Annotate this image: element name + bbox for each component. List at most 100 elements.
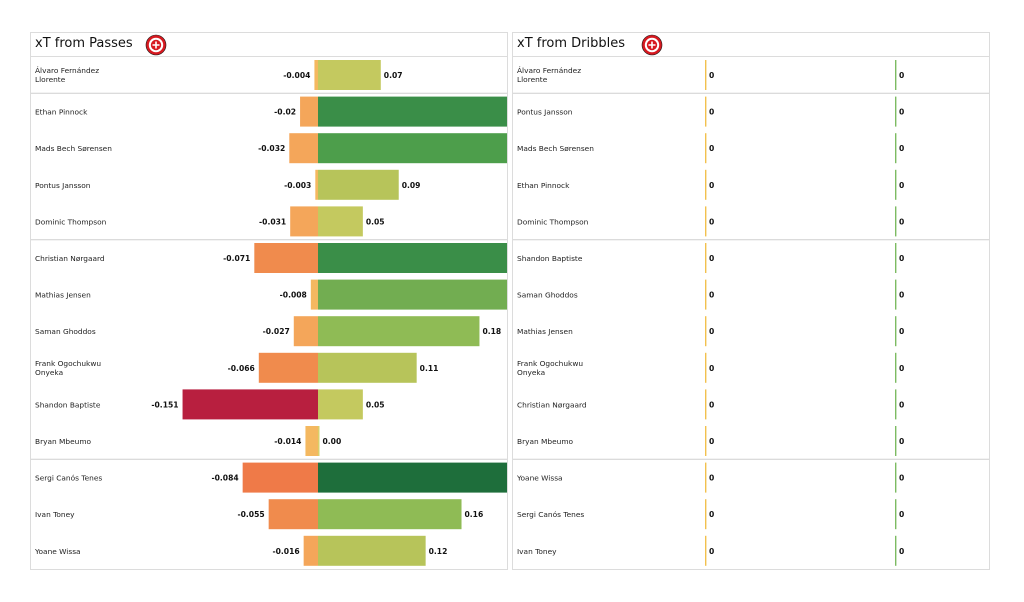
negative-xt-value: -0.016 bbox=[272, 547, 299, 556]
negative-xt-bar bbox=[705, 352, 707, 383]
negative-xt-value: 0 bbox=[709, 254, 714, 263]
player-name-label: Mads Bech Sørensen bbox=[517, 144, 594, 153]
positive-xt-bar bbox=[318, 60, 381, 90]
negative-xt-bar bbox=[305, 426, 318, 456]
negative-xt-value: -0.066 bbox=[228, 364, 255, 373]
negative-xt-bar bbox=[303, 535, 318, 566]
negative-xt-value: -0.055 bbox=[237, 510, 264, 519]
negative-xt-bar bbox=[182, 389, 318, 420]
positive-xt-value: 0 bbox=[899, 71, 904, 80]
negative-xt-bar bbox=[268, 499, 318, 530]
player-name-label: Sergi Canós Tenes bbox=[517, 510, 584, 519]
negative-xt-value: 0 bbox=[709, 400, 714, 409]
positive-xt-bar bbox=[318, 389, 363, 420]
xt-dribbles-panel: xT from Dribbles Álvaro Fernández Llorent… bbox=[512, 32, 990, 570]
brentford-crest-icon bbox=[145, 34, 167, 56]
brentford-crest-icon bbox=[641, 34, 663, 56]
positive-xt-bar bbox=[895, 279, 897, 310]
negative-xt-bar bbox=[705, 426, 707, 456]
positive-xt-value: 0 bbox=[899, 400, 904, 409]
positive-xt-bar bbox=[895, 462, 897, 493]
player-name-label: Shandon Baptiste bbox=[517, 254, 583, 263]
negative-xt-value: 0 bbox=[709, 437, 714, 446]
negative-xt-value: -0.071 bbox=[223, 254, 250, 263]
positive-xt-bar bbox=[318, 243, 507, 273]
player-name-label: Mads Bech Sørensen bbox=[35, 144, 112, 153]
positive-xt-bar bbox=[895, 96, 897, 127]
negative-xt-bar bbox=[314, 60, 318, 90]
negative-xt-bar bbox=[293, 316, 318, 347]
xt-dribbles-header: xT from Dribbles bbox=[513, 33, 989, 57]
positive-xt-bar bbox=[895, 499, 897, 530]
positive-xt-bar bbox=[318, 96, 507, 127]
positive-xt-bar bbox=[895, 535, 897, 566]
player-name-label: Álvaro Fernández Llorente bbox=[517, 66, 581, 84]
positive-xt-bar bbox=[895, 352, 897, 383]
negative-xt-value: -0.151 bbox=[151, 400, 178, 409]
negative-xt-value: -0.014 bbox=[274, 437, 301, 446]
player-name-label: Dominic Thompson bbox=[35, 217, 107, 226]
positive-xt-bar bbox=[318, 462, 507, 493]
negative-xt-value: 0 bbox=[709, 510, 714, 519]
negative-xt-bar bbox=[705, 462, 707, 493]
positive-xt-value: 0 bbox=[899, 217, 904, 226]
negative-xt-bar bbox=[705, 169, 707, 200]
positive-xt-value: 0.18 bbox=[482, 327, 501, 336]
positive-xt-bar bbox=[318, 133, 507, 164]
player-name-label: Frank Ogochukwu Onyeka bbox=[35, 359, 101, 377]
positive-xt-bar bbox=[318, 316, 480, 347]
negative-xt-bar bbox=[705, 133, 707, 164]
negative-xt-value: -0.008 bbox=[280, 291, 307, 300]
positive-xt-bar bbox=[895, 133, 897, 164]
player-name-label: Yoane Wissa bbox=[516, 474, 563, 483]
positive-xt-bar bbox=[895, 60, 897, 90]
positive-xt-value: 0.00 bbox=[323, 437, 342, 446]
positive-xt-value: 0.12 bbox=[429, 547, 448, 556]
negative-xt-value: 0 bbox=[709, 144, 714, 153]
positive-xt-bar bbox=[318, 169, 399, 200]
player-name-label: Saman Ghoddos bbox=[517, 291, 578, 300]
positive-xt-value: 0.05 bbox=[366, 217, 385, 226]
positive-xt-value: 0 bbox=[899, 291, 904, 300]
positive-xt-value: 0 bbox=[899, 364, 904, 373]
positive-xt-bar bbox=[895, 169, 897, 200]
player-name-label: Pontus Jansson bbox=[35, 181, 91, 190]
negative-xt-value: -0.02 bbox=[274, 108, 296, 117]
negative-xt-bar bbox=[705, 389, 707, 420]
positive-xt-value: 0 bbox=[899, 510, 904, 519]
player-name-label: Yoane Wissa bbox=[34, 547, 81, 556]
positive-xt-bar bbox=[895, 426, 897, 456]
positive-xt-value: 0.05 bbox=[366, 400, 385, 409]
positive-xt-value: 0.11 bbox=[420, 364, 439, 373]
player-name-label: Mathias Jensen bbox=[35, 291, 91, 300]
negative-xt-value: -0.031 bbox=[259, 217, 286, 226]
player-name-label: Pontus Jansson bbox=[517, 108, 573, 117]
positive-xt-value: 0 bbox=[899, 108, 904, 117]
positive-xt-bar bbox=[318, 426, 320, 456]
negative-xt-value: -0.003 bbox=[284, 181, 311, 190]
xt-passes-chart: Álvaro Fernández Llorente Ethan Pinnock Mad… bbox=[31, 60, 507, 566]
negative-xt-value: 0 bbox=[709, 474, 714, 483]
positive-xt-value: 0.16 bbox=[465, 510, 484, 519]
negative-xt-value: -0.032 bbox=[258, 144, 285, 153]
positive-xt-bar bbox=[895, 206, 897, 237]
negative-xt-value: -0.084 bbox=[211, 474, 238, 483]
xt-passes-panel: xT from Passes Álvaro Fernández Llorente E… bbox=[30, 32, 508, 570]
negative-xt-bar bbox=[290, 206, 318, 237]
xt-dribbles-title: xT from Dribbles bbox=[517, 36, 626, 51]
negative-xt-bar bbox=[705, 279, 707, 310]
negative-xt-bar bbox=[705, 499, 707, 530]
player-name-label: Ethan Pinnock bbox=[517, 181, 570, 190]
player-name-label: Ivan Toney bbox=[35, 510, 75, 519]
positive-xt-value: 0.09 bbox=[402, 181, 421, 190]
negative-xt-value: 0 bbox=[709, 364, 714, 373]
negative-xt-value: 0 bbox=[709, 327, 714, 336]
player-name-label: Bryan Mbeumo bbox=[517, 437, 574, 446]
positive-xt-value: 0.07 bbox=[384, 71, 403, 80]
player-name-label: Shandon Baptiste bbox=[35, 400, 101, 409]
player-name-label: Mathias Jensen bbox=[517, 327, 573, 336]
positive-xt-bar bbox=[318, 499, 462, 530]
negative-xt-bar bbox=[705, 243, 707, 273]
negative-xt-bar bbox=[315, 169, 318, 200]
player-name-label: Ivan Toney bbox=[517, 547, 557, 556]
